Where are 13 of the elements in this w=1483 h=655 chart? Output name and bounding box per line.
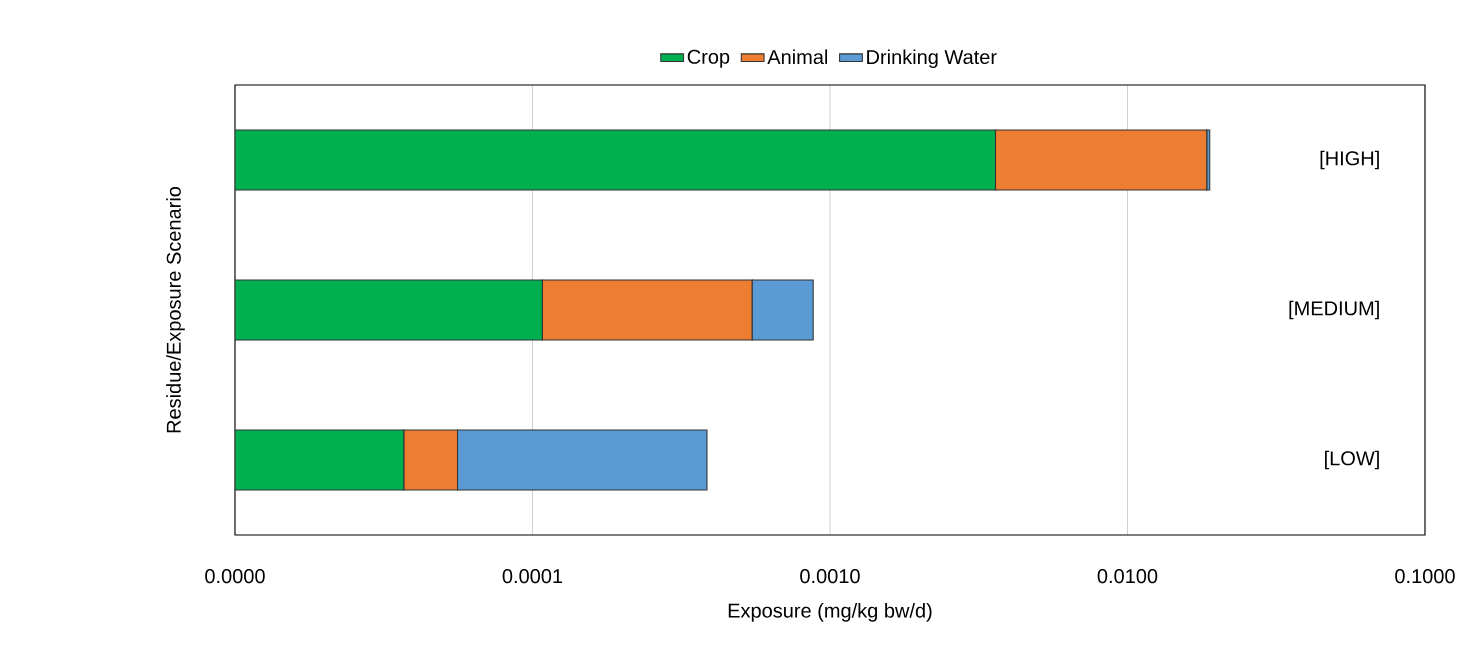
x-tick-label: 0.0000	[205, 569, 265, 584]
x-tick-label: 0.0100	[1097, 569, 1158, 584]
y-tick-label: [HIGH]	[1320, 150, 1379, 170]
x-tick-label: 0.1000	[1395, 569, 1455, 584]
y-tick-label: [MEDIUM]	[1289, 300, 1379, 320]
y-tick-label: [LOW]	[1325, 450, 1379, 470]
x-axis-title: Exposure (mg/kg bw/d)	[728, 603, 932, 622]
x-tick-label: 0.0001	[502, 569, 563, 584]
legend-label: Drinking Water	[867, 49, 997, 69]
legend-label: Animal	[767, 49, 828, 65]
x-tick-label: 0.0010	[800, 569, 860, 584]
y-axis-title: Residue/Exposure Scenario	[166, 186, 185, 433]
legend-label: Crop	[687, 49, 730, 68]
